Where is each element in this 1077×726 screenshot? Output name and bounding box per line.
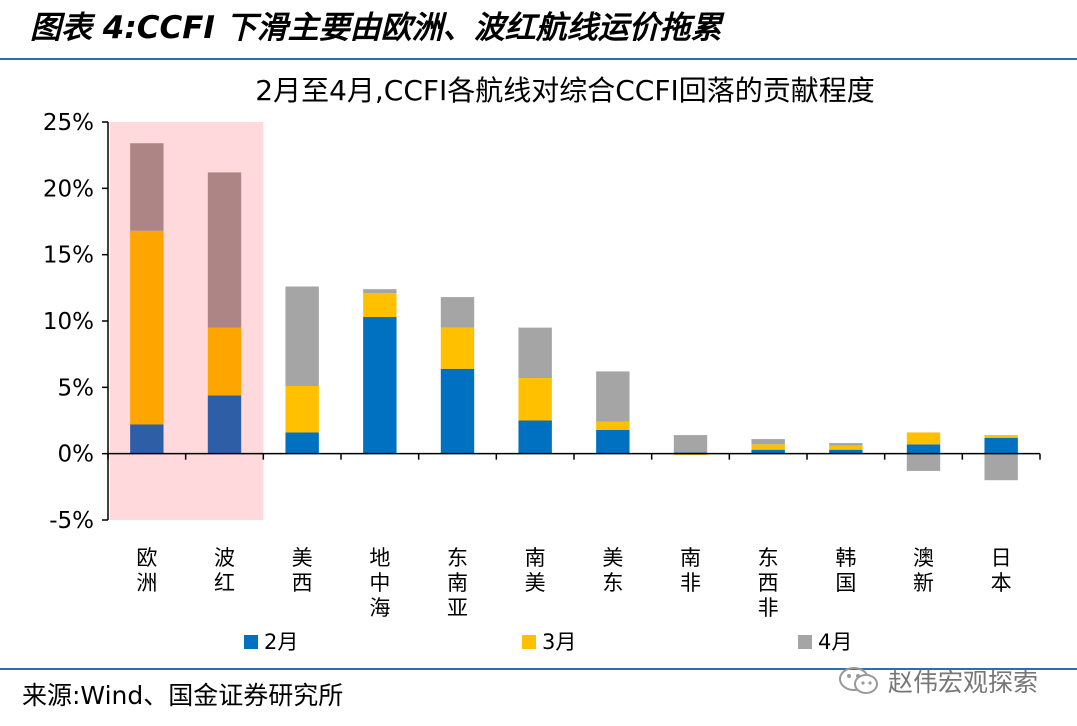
x-tick-label: 美 xyxy=(292,546,313,570)
bar-4月-欧洲 xyxy=(130,143,164,231)
x-tick-label: 海 xyxy=(369,596,390,620)
x-tick-label: 亚 xyxy=(447,596,468,620)
bar-2月-地中海 xyxy=(363,317,397,454)
legend-label-3月: 3月 xyxy=(542,630,576,654)
bar-4月-地中海 xyxy=(363,289,397,294)
x-tick-label: 洲 xyxy=(136,571,157,595)
bar-2月-东西非 xyxy=(751,449,785,454)
bar-3月-日本 xyxy=(984,435,1018,438)
bar-3月-欧洲 xyxy=(130,230,164,425)
x-tick-label: 美 xyxy=(525,571,546,595)
y-tick-label: 10% xyxy=(43,309,94,335)
x-tick-label: 本 xyxy=(991,571,1012,595)
y-tick-label: 25% xyxy=(43,110,94,136)
bar-3月-美东 xyxy=(596,421,630,430)
x-tick-label: 东 xyxy=(758,546,779,570)
bar-4月-南美 xyxy=(518,327,552,379)
bar-4月-澳新 xyxy=(906,453,941,471)
bar-4月-韩国 xyxy=(829,443,863,446)
x-tick-label: 西 xyxy=(758,571,779,595)
bar-2月-美东 xyxy=(596,429,630,454)
x-tick-label: 非 xyxy=(680,571,701,595)
x-tick-label: 美 xyxy=(602,546,623,570)
watermark: 赵伟宏观探索 xyxy=(838,664,1038,698)
legend-swatch-3月 xyxy=(522,635,536,649)
y-tick-label: 0% xyxy=(58,442,95,468)
x-tick-label: 非 xyxy=(758,596,779,620)
bottom-rule xyxy=(0,668,1077,670)
bar-4月-美西 xyxy=(285,286,319,387)
bar-2月-澳新 xyxy=(906,444,941,454)
legend-swatch-4月 xyxy=(798,635,812,649)
bar-3月-澳新 xyxy=(906,432,941,445)
x-tick-label: 日 xyxy=(991,546,1012,570)
legend-swatch-2月 xyxy=(244,635,258,649)
bar-4月-波红 xyxy=(207,172,242,328)
x-tick-label: 西 xyxy=(292,571,313,595)
bar-3月-韩国 xyxy=(829,445,863,450)
bar-2月-美西 xyxy=(285,432,319,454)
y-tick-label: 5% xyxy=(58,375,95,401)
x-tick-label: 红 xyxy=(214,571,235,595)
legend-label-4月: 4月 xyxy=(818,630,852,654)
top-rule xyxy=(0,58,1077,60)
bar-4月-南非 xyxy=(673,435,708,453)
bar-3月-波红 xyxy=(207,327,242,396)
bar-3月-南美 xyxy=(518,378,552,421)
bar-4月-东西非 xyxy=(751,439,785,445)
x-tick-label: 南 xyxy=(525,546,546,570)
x-tick-label: 波 xyxy=(214,546,235,570)
figure-title: 图表 4:CCFI 下滑主要由欧洲、波红航线运价拖累 xyxy=(30,10,722,46)
x-tick-label: 中 xyxy=(369,571,390,595)
y-tick-label: 15% xyxy=(43,243,94,269)
bar-3月-地中海 xyxy=(363,293,397,318)
bar-2月-韩国 xyxy=(829,449,863,454)
bar-4月-东南亚 xyxy=(440,297,475,328)
y-tick-label: 20% xyxy=(43,176,94,202)
bar-2月-波红 xyxy=(207,395,242,454)
bar-2月-欧洲 xyxy=(130,424,164,454)
source-note: 来源:Wind、国金证券研究所 xyxy=(22,681,344,710)
bar-2月-日本 xyxy=(984,437,1018,454)
bar-3月-东南亚 xyxy=(440,327,475,369)
x-tick-label: 地 xyxy=(369,546,390,570)
legend-label-2月: 2月 xyxy=(264,630,298,654)
y-tick-label: -5% xyxy=(49,508,94,534)
x-tick-label: 南 xyxy=(447,571,468,595)
x-tick-label: 东 xyxy=(602,571,623,595)
x-tick-label: 韩 xyxy=(835,546,856,570)
bar-3月-东西非 xyxy=(751,444,785,450)
x-tick-label: 新 xyxy=(913,571,934,595)
bar-2月-东南亚 xyxy=(440,368,475,454)
bar-chart: 2月至4月,CCFI各航线对综合CCFI回落的贡献程度 -5% 0% 5% 10% 15… xyxy=(43,74,1041,654)
x-tick-label: 欧 xyxy=(136,546,157,570)
watermark-text: 赵伟宏观探索 xyxy=(888,668,1039,697)
x-tick-label: 南 xyxy=(680,546,701,570)
bar-4月-美东 xyxy=(596,371,630,422)
x-tick-label: 东 xyxy=(447,546,468,570)
x-tick-label: 澳 xyxy=(913,546,934,570)
bar-4月-日本 xyxy=(984,453,1018,481)
bar-2月-南美 xyxy=(518,420,552,454)
bar-3月-美西 xyxy=(285,386,319,433)
chart-title: 2月至4月,CCFI各航线对综合CCFI回落的贡献程度 xyxy=(255,74,874,107)
wechat-icon xyxy=(839,667,878,694)
x-tick-label: 国 xyxy=(835,571,856,595)
